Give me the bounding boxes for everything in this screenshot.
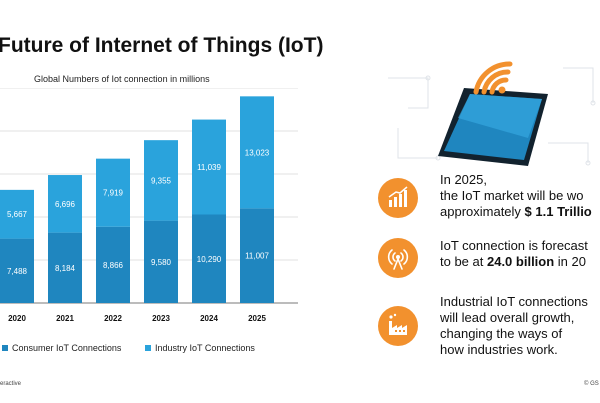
fact-industrial-line-4: how industries work. bbox=[440, 342, 558, 357]
x-tick-label: 2021 bbox=[56, 314, 74, 323]
legend-industry-label: Industry IoT Connections bbox=[155, 343, 255, 353]
fact-connections: IoT connection is forecast to be at 24.0… bbox=[378, 236, 600, 278]
x-tick-label: 2025 bbox=[248, 314, 266, 323]
data-label: 7,919 bbox=[103, 189, 124, 198]
wifi-icon bbox=[473, 61, 513, 95]
fact-industrial: Industrial IoT connections will lead ove… bbox=[378, 294, 600, 358]
footer-left: eractive bbox=[0, 381, 22, 387]
bar-consumer-2025 bbox=[240, 208, 274, 303]
fact-connections-line-2: to be at bbox=[440, 254, 487, 269]
fact-connections-line-2-end: in 20 bbox=[554, 254, 586, 269]
bar-consumer-2022 bbox=[96, 226, 130, 303]
fact-industrial-line-1: Industrial IoT connections bbox=[440, 294, 588, 309]
legend-industry: Industry IoT Connections bbox=[145, 343, 255, 353]
fact-market-value: $ 1.1 Trillio bbox=[524, 204, 592, 219]
fact-market-line-3: approximately bbox=[440, 204, 525, 219]
page-title: Future of Internet of Things (IoT) bbox=[0, 34, 324, 57]
factory-icon bbox=[378, 306, 418, 346]
data-label: 9,580 bbox=[151, 258, 172, 267]
signal-tower-icon bbox=[378, 238, 418, 278]
fact-market-line-1: In 2025, bbox=[440, 172, 487, 187]
data-label: 8,184 bbox=[55, 264, 76, 273]
data-label: 13,023 bbox=[245, 148, 270, 157]
legend-consumer-label: Consumer IoT Connections bbox=[12, 343, 122, 353]
bar-consumer-2020 bbox=[0, 238, 34, 303]
bar-consumer-2023 bbox=[144, 220, 178, 303]
bar-chart-icon bbox=[378, 178, 418, 218]
fact-connections-value: 24.0 billion bbox=[486, 254, 555, 269]
data-label: 10,290 bbox=[197, 255, 222, 264]
bar-consumer-2024 bbox=[192, 214, 226, 303]
bar-industry-2021 bbox=[48, 175, 82, 233]
legend-consumer: Consumer IoT Connections bbox=[2, 343, 121, 353]
data-label: 11,007 bbox=[245, 252, 269, 261]
legend-industry-swatch bbox=[145, 345, 151, 351]
fact-market-line-2: the IoT market will be wo bbox=[440, 188, 584, 203]
x-tick-label: 2024 bbox=[200, 314, 218, 323]
bar-industry-2020 bbox=[0, 189, 34, 239]
chart-title: Global Numbers of Iot connection in mill… bbox=[34, 74, 210, 84]
bar-consumer-2021 bbox=[48, 232, 82, 303]
legend-consumer-swatch bbox=[2, 345, 8, 351]
bar-industry-2024 bbox=[192, 119, 226, 215]
fact-market: In 2025, the IoT market will be wo appro… bbox=[378, 172, 600, 222]
bar-industry-2025 bbox=[240, 96, 274, 209]
smartphone-wifi-illustration bbox=[388, 61, 596, 166]
data-label: 5,667 bbox=[7, 210, 28, 219]
fact-connections-line-1: IoT connection is forecast bbox=[440, 238, 588, 253]
data-label: 11,039 bbox=[197, 163, 221, 172]
x-tick-label: 2023 bbox=[152, 314, 170, 323]
stacked-bar-chart: 7,488 5,667 2020 8,184 6,696 2021 8,866 7,919 20… bbox=[0, 88, 298, 323]
data-label: 8,866 bbox=[103, 261, 124, 270]
data-label: 6,696 bbox=[55, 200, 76, 209]
footer-right: © GS bbox=[584, 381, 599, 387]
fact-industrial-line-2: will lead overall growth, bbox=[440, 310, 575, 325]
bar-industry-2022 bbox=[96, 158, 130, 227]
data-label: 9,355 bbox=[151, 176, 172, 185]
bar-industry-2023 bbox=[144, 140, 178, 221]
x-tick-label: 2020 bbox=[8, 314, 26, 323]
fact-industrial-line-3: changing the ways of bbox=[440, 326, 563, 341]
x-tick-label: 2022 bbox=[104, 314, 122, 323]
data-label: 7,488 bbox=[7, 267, 28, 276]
